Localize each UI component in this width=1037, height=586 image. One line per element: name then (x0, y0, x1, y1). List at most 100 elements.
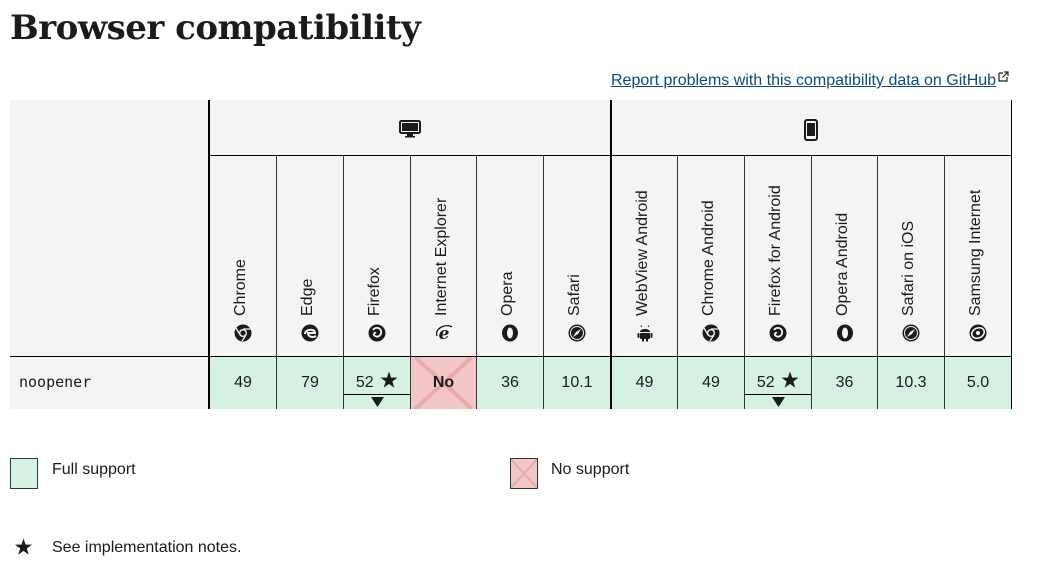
column-divider (677, 156, 678, 409)
browser-header-samsung-internet: Samsung Internet (945, 156, 1011, 356)
support-version: 79 (301, 374, 319, 391)
support-cell-safari-ios[interactable]: 10.3 (878, 357, 944, 409)
browser-header-firefox-android: Firefox for Android (745, 156, 811, 356)
browser-header-edge: Edge (277, 156, 343, 356)
browser-name: Samsung Internet (967, 189, 984, 316)
support-cell-webview-android[interactable]: 49 (612, 357, 677, 409)
browser-name: Firefox for Android (767, 185, 784, 316)
legend-no-support-label: No support (551, 461, 630, 478)
desktop-platform-header (210, 100, 610, 155)
report-problems-link[interactable]: Report problems with this compatibility … (611, 71, 1009, 90)
report-problems-link-label: Report problems with this compatibility … (611, 72, 997, 89)
support-cell-firefox[interactable]: 52 (344, 357, 410, 409)
browser-name: Safari on iOS (900, 220, 917, 316)
browser-name: Edge (299, 278, 316, 316)
notes-star-icon (781, 371, 799, 388)
table-border (208, 100, 210, 409)
expand-notes-toggle[interactable] (745, 394, 811, 410)
opera-icon (502, 324, 518, 342)
chrome-icon (702, 324, 720, 342)
column-divider (811, 156, 812, 409)
browser-header-internet-explorer: Internet Explorer e (411, 156, 477, 356)
support-version: 49 (635, 374, 654, 391)
ie-icon: e (435, 324, 453, 342)
support-cell-edge[interactable]: 79 (277, 357, 343, 409)
caret-down-icon (772, 397, 785, 407)
android-icon (637, 325, 653, 342)
support-version: 52 (756, 374, 775, 391)
support-cell-opera-android[interactable]: 36 (812, 357, 877, 409)
browser-name: Chrome Android (700, 200, 717, 316)
external-link-icon (998, 71, 1009, 82)
table-border (1011, 100, 1012, 409)
browser-name: Opera (499, 271, 516, 316)
column-divider (877, 156, 878, 409)
support-version: No (432, 374, 455, 391)
opera-icon (837, 324, 853, 342)
column-divider (343, 156, 344, 409)
support-version: 52 (355, 374, 374, 391)
support-version: 36 (835, 374, 854, 391)
browser-header-opera: Opera (477, 156, 543, 356)
column-divider (276, 156, 277, 409)
firefox-icon (769, 324, 787, 342)
notes-star-icon (15, 538, 32, 555)
chrome-icon (234, 324, 252, 342)
table-border (10, 356, 1012, 357)
no-support-cross-icon (511, 459, 537, 488)
svg-text:e: e (439, 324, 450, 342)
table-corner-cell (10, 100, 209, 356)
browser-header-firefox: Firefox (344, 156, 410, 356)
browser-header-opera-android: Opera Android (812, 156, 878, 356)
column-divider (944, 156, 945, 409)
legend-notes-label: See implementation notes. (52, 539, 242, 556)
safari-icon (568, 324, 586, 342)
legend-full-support-swatch (10, 458, 38, 489)
column-divider (744, 156, 745, 409)
safari-icon (902, 324, 920, 342)
support-version: 36 (501, 374, 519, 391)
mobile-icon (804, 119, 818, 141)
no-support-cross-icon (413, 357, 474, 409)
platform-divider (610, 100, 612, 409)
support-cell-safari[interactable]: 10.1 (544, 357, 610, 409)
mobile-platform-header (612, 100, 1011, 155)
support-version: 10.3 (895, 374, 927, 391)
support-cell-firefox-android[interactable]: 52 (745, 357, 811, 409)
browser-name: Firefox (366, 267, 383, 316)
edge-icon (301, 324, 319, 342)
expand-notes-toggle[interactable] (344, 394, 410, 410)
desktop-icon (399, 120, 421, 138)
browser-name: Safari (566, 274, 583, 316)
support-version: 5.0 (966, 374, 990, 391)
caret-down-icon (371, 397, 384, 407)
support-cell-opera[interactable]: 36 (477, 357, 543, 409)
legend-no-support-swatch (510, 458, 538, 489)
support-version: 49 (234, 374, 252, 391)
browser-header-safari-ios: Safari on iOS (878, 156, 944, 356)
support-cell-samsung-internet[interactable]: 5.0 (945, 357, 1011, 409)
samsung-icon (969, 324, 987, 342)
column-divider (543, 156, 544, 409)
support-cell-chrome-android[interactable]: 49 (678, 357, 744, 409)
page-title: Browser compatibility (10, 8, 421, 48)
browser-name: WebView Android (634, 190, 651, 316)
support-cell-chrome[interactable]: 49 (210, 357, 276, 409)
firefox-icon (368, 324, 386, 342)
browser-header-chrome: Chrome (210, 156, 276, 356)
column-divider (410, 156, 411, 409)
browser-header-chrome-android: Chrome Android (678, 156, 744, 356)
browser-name: Internet Explorer (433, 197, 450, 316)
browser-name: Opera Android (834, 212, 851, 316)
table-border (210, 155, 1012, 156)
feature-name-noopener: noopener (10, 357, 209, 409)
column-divider (476, 156, 477, 409)
support-version: 10.1 (561, 374, 593, 391)
legend-full-support-label: Full support (52, 461, 136, 478)
support-cell-internet-explorer[interactable]: No (411, 357, 476, 409)
support-version: 49 (702, 374, 720, 391)
browser-name: Chrome (232, 259, 249, 316)
notes-star-icon (380, 371, 398, 388)
browser-header-webview-android: WebView Android (612, 156, 678, 356)
browser-header-safari: Safari (544, 156, 610, 356)
